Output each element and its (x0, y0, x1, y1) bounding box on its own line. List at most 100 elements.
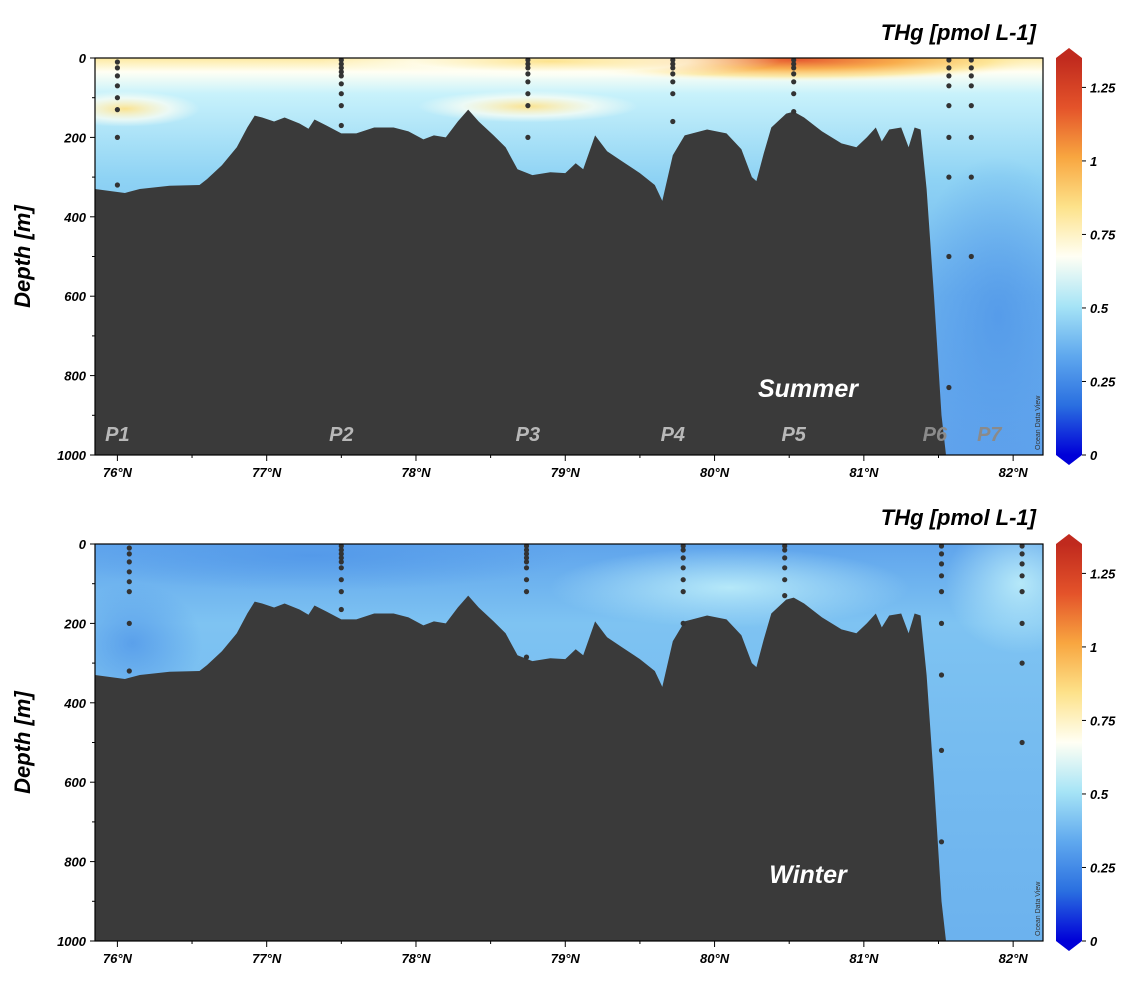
station-label-p7: P7 (977, 424, 1002, 446)
x-tick-label: 81°N (849, 465, 879, 480)
sample-point (523, 589, 530, 595)
station-p5 (791, 58, 797, 115)
sample-point (946, 58, 952, 63)
surface-yellow-blob (320, 58, 781, 80)
x-tick-label: 80°N (700, 465, 730, 480)
pale-blob-mid (549, 547, 910, 628)
sample-point (946, 83, 952, 89)
sample-point (670, 65, 676, 71)
sample-point (1019, 544, 1025, 549)
station-p1 (126, 545, 132, 674)
sample-point (791, 65, 797, 71)
sample-point (670, 79, 676, 85)
sample-point (782, 565, 788, 571)
blue-blob-surface (95, 544, 572, 591)
sample-point (968, 73, 974, 79)
sample-point (968, 65, 974, 71)
station-p5 (782, 544, 788, 599)
sample-point (938, 573, 945, 579)
sample-point (1019, 551, 1025, 557)
x-tick-label: 76°N (103, 951, 133, 966)
sample-point (782, 544, 788, 549)
sample-point (114, 73, 120, 79)
watermark: Ocean Data View (1035, 395, 1042, 450)
sample-point (114, 182, 120, 188)
colorbar-min-arrow (1056, 455, 1082, 465)
y-tick-label: 1000 (57, 934, 87, 949)
x-tick-label: 80°N (700, 951, 730, 966)
sample-point (968, 174, 974, 180)
colorbar-max-arrow (1056, 48, 1082, 58)
sample-point (968, 58, 974, 63)
sample-point (525, 65, 531, 71)
sample-point (968, 253, 974, 260)
y-tick-label: 1000 (57, 448, 87, 463)
station-p1 (114, 59, 120, 188)
colorbar-ramp (1056, 544, 1082, 941)
colorbar-tick-label: 0 (1090, 448, 1098, 463)
sample-point (114, 95, 120, 101)
sample-point (791, 71, 797, 77)
sample-point (525, 79, 531, 85)
sample-point (1019, 589, 1025, 595)
sample-point (338, 91, 344, 97)
colorbar: 0 0.25 0.5 0.75 1 1.25 (1056, 534, 1116, 951)
station-p2 (338, 544, 344, 613)
sample-point (126, 579, 132, 585)
sample-point (946, 65, 952, 71)
sample-point (670, 71, 676, 77)
plot-area (95, 544, 1043, 941)
sample-point (523, 555, 530, 561)
sample-point (968, 103, 974, 109)
station-p2 (338, 58, 344, 129)
sample-point (338, 577, 344, 583)
watermark: Ocean Data View (1035, 881, 1042, 936)
sample-point (680, 544, 686, 549)
sample-point (338, 61, 344, 67)
sample-point (126, 551, 132, 557)
sample-point (338, 58, 344, 63)
sample-point (670, 91, 676, 97)
colorbar-title: THg [pmol L-1] (881, 20, 1037, 45)
station-label-p3: P3 (516, 424, 540, 446)
sample-point (1019, 739, 1025, 746)
sample-point (791, 109, 797, 115)
sample-point (523, 551, 530, 557)
sample-point (1019, 561, 1025, 567)
sample-point (114, 107, 120, 113)
sample-point (114, 83, 120, 89)
colorbar-max-arrow (1056, 534, 1082, 544)
sample-point (1019, 620, 1025, 627)
sample-point (946, 253, 952, 260)
sample-point (126, 545, 132, 551)
station-label-p2: P2 (329, 424, 353, 446)
sample-point (680, 577, 686, 583)
deep-blue-blob (908, 156, 1043, 455)
sample-point (680, 589, 686, 595)
sample-point (946, 384, 952, 391)
sample-point (338, 606, 344, 613)
sample-point (525, 134, 531, 140)
sample-point (338, 555, 344, 561)
sample-point (338, 69, 344, 75)
y-tick-label: 200 (63, 130, 86, 145)
sample-point (126, 569, 132, 575)
colorbar-tick-label: 0.25 (1090, 860, 1116, 875)
sample-point (670, 61, 676, 67)
station-label-p5: P5 (781, 424, 806, 446)
station-label-p6: P6 (923, 424, 948, 446)
sample-point (523, 544, 530, 549)
colorbar: 0 0.25 0.5 0.75 1 1.25 (1056, 48, 1116, 465)
sample-point (791, 61, 797, 67)
y-tick-label: 0 (79, 51, 87, 66)
sample-point (1019, 660, 1025, 666)
sample-point (126, 668, 132, 674)
sample-point (525, 103, 531, 109)
station-p3 (525, 58, 531, 140)
colorbar-tick-label: 0.5 (1090, 301, 1109, 316)
sample-point (523, 565, 530, 571)
sample-point (525, 61, 531, 67)
sample-point (680, 555, 686, 561)
sample-point (523, 547, 530, 553)
colorbar-tick-label: 1 (1090, 640, 1097, 655)
